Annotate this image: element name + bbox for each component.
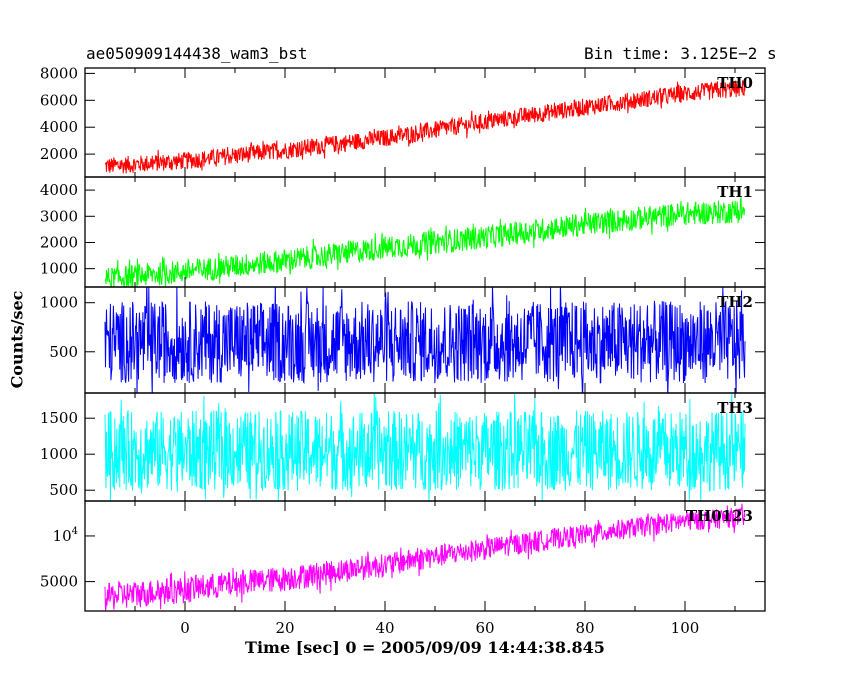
panel-label-th0: TH0 — [717, 74, 753, 92]
series-line-th0123 — [104, 503, 746, 611]
y-tick-label: 4000 — [40, 118, 78, 136]
panel-label-th0123: TH0123 — [686, 507, 753, 525]
x-tick-label: 80 — [575, 619, 594, 637]
y-tick-label: 500 — [49, 481, 78, 499]
y-tick-label: 104 — [53, 526, 78, 545]
y-tick-label: 1000 — [40, 260, 78, 278]
y-tick-label: 1500 — [40, 409, 78, 427]
y-tick-label: 500 — [49, 343, 78, 361]
series-line-th2 — [104, 287, 746, 393]
y-tick-label: 1000 — [40, 445, 78, 463]
y-tick-label: 2000 — [40, 145, 78, 163]
series-line-th1 — [104, 196, 746, 287]
x-tick-label: 0 — [180, 619, 190, 637]
series-line-th0 — [104, 80, 746, 174]
y-tick-label: 4000 — [40, 181, 78, 199]
y-tick-label: 8000 — [40, 64, 78, 82]
y-tick-label: 2000 — [40, 233, 78, 251]
panel-frame-th0123 — [84, 500, 766, 612]
x-tick-label: 40 — [375, 619, 394, 637]
chart-title: ae050909144438_wam3_bst — [86, 44, 308, 63]
series-line-th3 — [104, 393, 746, 501]
panel-label-th3: TH3 — [717, 399, 753, 417]
y-tick-label: 1000 — [40, 294, 78, 312]
x-tick-label: 60 — [475, 619, 494, 637]
x-tick-label: 20 — [275, 619, 294, 637]
y-tick-label: 5000 — [40, 573, 78, 591]
y-axis-label: Counts/sec — [7, 290, 27, 389]
x-tick-label: 100 — [671, 619, 700, 637]
y-tick-label: 3000 — [40, 207, 78, 225]
panel-label-th2: TH2 — [717, 293, 753, 311]
bin-time-label: Bin time: 3.125E−2 s — [584, 44, 777, 63]
x-axis-label: Time [sec] 0 = 2005/09/09 14:44:38.845 — [245, 638, 605, 657]
panel-label-th1: TH1 — [717, 183, 753, 201]
y-tick-label: 6000 — [40, 91, 78, 109]
